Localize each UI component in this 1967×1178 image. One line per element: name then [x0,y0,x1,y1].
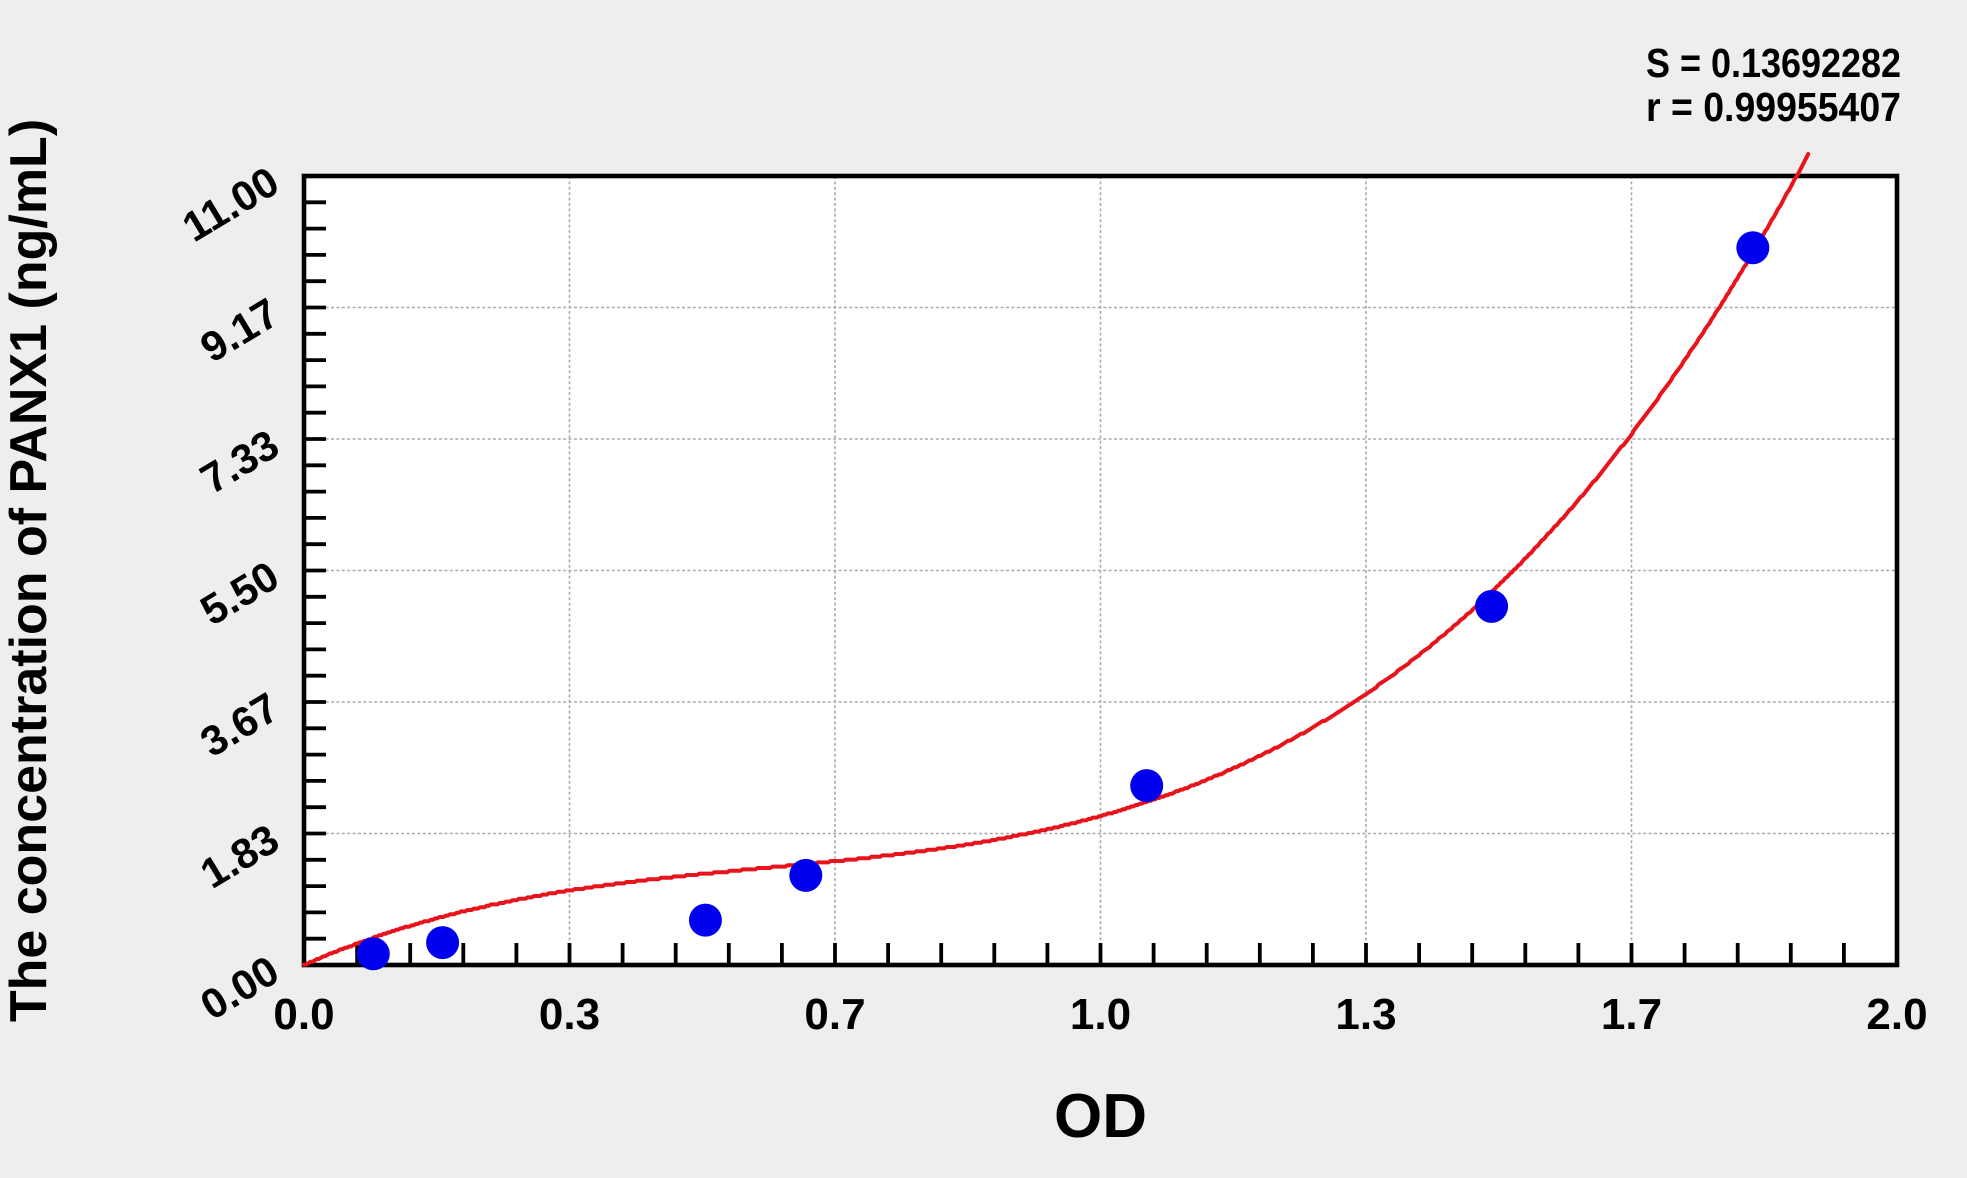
svg-text:1.0: 1.0 [1070,990,1131,1039]
svg-text:2.0: 2.0 [1866,990,1927,1039]
svg-text:0.0: 0.0 [273,990,334,1039]
svg-text:OD: OD [1054,1082,1147,1151]
svg-text:0.3: 0.3 [539,990,600,1039]
svg-text:The concentration of PANX1 (ng: The concentration of PANX1 (ng/mL) [0,119,58,1022]
svg-text:1.3: 1.3 [1335,990,1396,1039]
svg-text:r = 0.99955407: r = 0.99955407 [1646,84,1901,130]
svg-text:1.7: 1.7 [1601,990,1662,1039]
svg-text:S = 0.13692282: S = 0.13692282 [1646,40,1901,86]
svg-text:0.7: 0.7 [804,990,865,1039]
